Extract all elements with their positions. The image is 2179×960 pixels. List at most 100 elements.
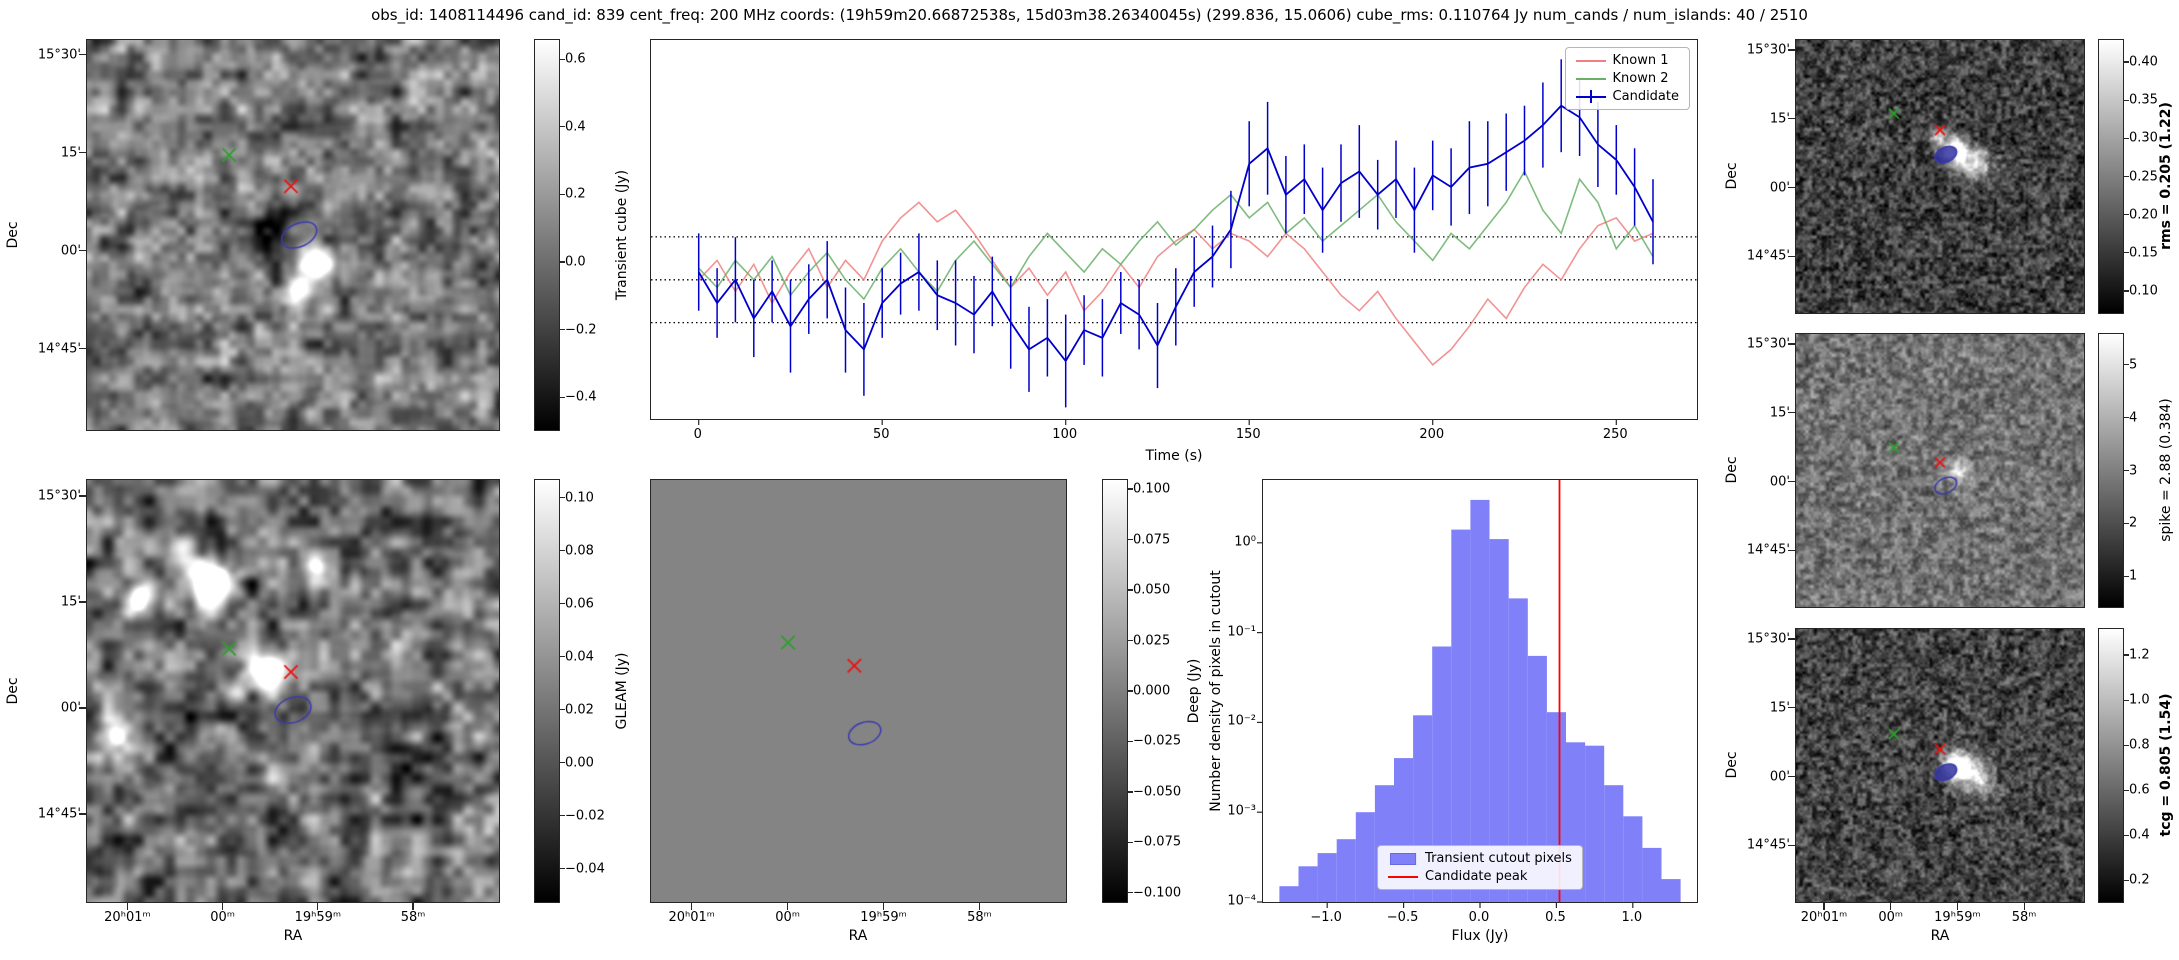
gleam-colorbar-label: GLEAM (Jy) [614,652,630,730]
spike-panel [1795,333,2085,608]
dec-tick-label: 14°45' [37,341,81,357]
colorbar-tick-label: 0.40 [2129,54,2158,70]
colorbar-tick-label: −0.050 [1133,784,1182,800]
ra-tick-label: 20ʰ01ᵐ [104,910,151,925]
tick-mark [222,903,224,910]
ra-tick-label: 58ᵐ [400,910,426,925]
tick-mark [691,903,693,910]
tick-mark [79,250,86,252]
colorbar-tick-label: 0.050 [1133,582,1171,598]
flux-axis-label: Flux (Jy) [1451,928,1509,944]
tick-mark [882,903,885,910]
colorbar-tick-label: 3 [2129,463,2138,478]
colorbar-tick-label: −0.025 [1133,733,1182,749]
colorbar-tick-label: 1.0 [2129,692,2150,708]
colorbar-tick-label: 0.35 [2129,92,2158,108]
tick-mark [2124,61,2129,63]
lightcurve-panel: Known 1 Known 2 Candidate [650,39,1698,425]
dec-tick-label: 15°30' [1746,336,1790,352]
tick-mark [560,126,565,128]
colorbar-tick-label: 0.10 [565,490,594,506]
dec-tick-label: 14°45' [1746,248,1790,264]
dec-tick-label: 15' [60,594,81,610]
spike-colorbar-label: spike = 2.88 (0.384) [2158,398,2174,542]
dec-tick-label: 15' [60,145,81,161]
tick-mark [560,329,565,331]
cutout-pixels-patch-swatch [1388,852,1418,865]
candidate-errorbar [1589,90,1592,103]
colorbar-tick-label: 0.8 [2129,737,2150,753]
colorbar-tick-label: 5 [2129,357,2138,373]
tcg-colorbar [2098,628,2124,903]
legend-item-known2: Known 2 [1575,71,1679,86]
dec-axis-label: Dec [5,221,21,249]
dec-tick-label: 00' [60,700,81,716]
transient-cube-image [87,40,499,430]
tick-mark [2124,744,2129,746]
ra-tick-label: 19ʰ59ᵐ [1934,910,1981,925]
tick-mark [1128,892,1133,894]
histogram-panel: Transient cutout pixels Candidate peak [1257,479,1698,908]
legend-label-candidate-peak: Candidate peak [1425,869,1528,884]
tick-mark [2124,522,2129,524]
dec-tick-label: 15°30' [37,488,81,504]
tick-mark [1128,589,1133,591]
ra-tick-label: 19ʰ59ᵐ [294,910,342,925]
legend-label-candidate: Candidate [1612,89,1679,104]
colorbar-tick-label: 0.6 [2129,782,2150,798]
candidate-errorbar-swatch [1575,90,1606,103]
gleam-image [87,480,499,902]
tick-mark [560,396,565,398]
tick-mark [1788,343,1795,345]
tick-mark [1128,791,1133,793]
colorbar-tick-label: 0.30 [2129,130,2158,146]
tick-mark [560,58,565,60]
tcg-panel [1795,628,2085,903]
tick-mark [1788,118,1795,120]
dec-tick-label: 14°45' [1746,542,1790,558]
tick-mark [2124,879,2129,882]
colorbar-tick-label: 0.06 [565,596,594,612]
time-tick-label: 50 [872,427,890,442]
colorbar-tick-label: 2 [2129,515,2138,531]
time-tick-label: 0 [693,427,702,442]
ra-tick-label: 58ᵐ [2011,910,2037,925]
tick-mark [1788,707,1795,709]
tick-mark [1128,538,1133,541]
tick-mark [560,496,565,499]
tick-mark [79,601,86,603]
legend-label-cutout-pixels: Transient cutout pixels [1425,851,1572,866]
tick-mark [2023,903,2025,910]
colorbar-tick-label: 0.2 [565,186,586,202]
colorbar-tick-label: 0.00 [565,755,594,771]
dec-tick-label: 15' [1769,700,1790,716]
colorbar-tick-label: 0.000 [1133,683,1171,699]
tick-mark [2124,417,2129,419]
tick-mark [79,54,86,56]
colorbar-tick-label: −0.02 [565,808,605,824]
colorbar-tick-label: 4 [2129,410,2138,426]
tick-mark [126,903,128,910]
tick-mark [560,708,565,711]
dec-tick-label: 00' [1769,180,1790,195]
flux-tick-label: −1.0 [1310,910,1342,925]
legend-label-known2: Known 2 [1612,71,1669,86]
density-tick-label: 10⁻⁴ [1227,893,1256,909]
tick-mark [79,152,86,154]
dec-axis-label: Dec [1724,751,1740,779]
deep-colorbar [1102,479,1128,903]
dec-tick-label: 00' [1769,474,1790,489]
cutout-pixels-patch [1390,852,1417,865]
tick-mark [560,867,565,870]
colorbar-tick-label: −0.075 [1133,834,1182,850]
tcg-image [1796,629,2084,902]
tick-mark [1788,255,1795,257]
ra-tick-label: 00ᵐ [210,910,235,925]
deep-image [651,480,1066,902]
colorbar-tick-label: 0.025 [1133,633,1171,649]
colorbar-tick-label: 1 [2129,568,2138,584]
dec-axis-label: Dec [1724,162,1740,190]
tick-mark [1788,775,1795,778]
tick-mark [2124,175,2129,178]
tick-mark [2124,654,2129,656]
